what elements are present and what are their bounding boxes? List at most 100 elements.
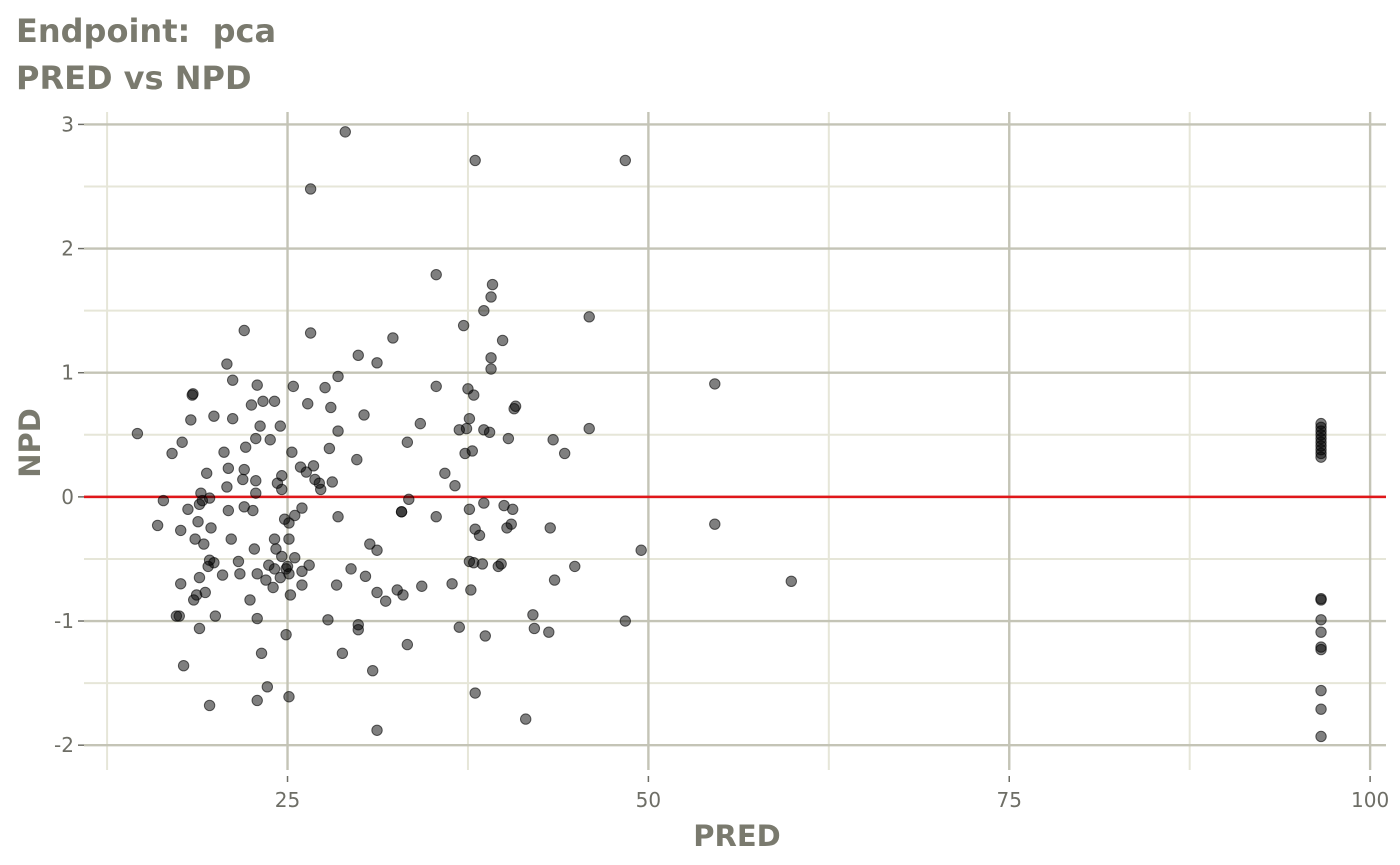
data-point [478, 304, 490, 317]
data-point [175, 578, 187, 590]
data-point [548, 574, 561, 586]
data-point [519, 713, 532, 725]
data-point [430, 380, 442, 393]
data-point [296, 502, 308, 514]
data-point [209, 610, 222, 622]
data-point [509, 400, 522, 412]
data-point [221, 358, 233, 370]
data-point [198, 538, 210, 550]
data-point [379, 595, 392, 607]
y-tick-label: 2 [61, 237, 74, 261]
data-point [304, 183, 317, 195]
data-point [469, 154, 481, 167]
data-point [222, 504, 235, 517]
data-point [397, 589, 409, 601]
data-point [238, 324, 250, 337]
data-point [332, 370, 344, 383]
data-point [371, 544, 383, 556]
data-point [218, 446, 230, 458]
data-point [322, 614, 334, 626]
data-point [449, 479, 461, 492]
x-tick-label: 50 [636, 788, 661, 812]
data-point [199, 586, 211, 599]
data-point [226, 374, 239, 386]
data-point [359, 570, 372, 583]
data-point [176, 436, 188, 448]
data-point [1315, 703, 1327, 715]
data-point [274, 420, 287, 432]
data-point [208, 410, 220, 422]
data-point [238, 463, 250, 476]
data-point [276, 470, 288, 482]
data-point [583, 422, 595, 435]
data-point [326, 476, 338, 488]
data-point [330, 579, 343, 591]
data-point [250, 475, 262, 487]
data-point [315, 483, 327, 496]
data-point [325, 401, 337, 414]
data-point [1315, 730, 1327, 743]
data-point [248, 543, 261, 555]
data-point [507, 503, 519, 515]
data-point [193, 571, 206, 584]
data-point [276, 483, 288, 496]
data-point [466, 445, 478, 457]
data-point [286, 446, 298, 458]
data-point [457, 319, 470, 332]
data-point [239, 441, 252, 453]
data-point [304, 327, 317, 339]
data-point [453, 621, 465, 633]
data-point [284, 589, 297, 601]
data-point [323, 442, 336, 455]
data-point [257, 395, 269, 407]
data-point [175, 524, 187, 537]
data-point [478, 497, 490, 509]
minor-gridlines [84, 112, 1386, 770]
data-point [131, 427, 144, 440]
data-point [473, 529, 486, 542]
data-point [332, 425, 344, 437]
data-point [463, 412, 476, 425]
data-point [200, 467, 213, 479]
data-point [255, 647, 268, 659]
data-point [358, 409, 370, 421]
data-point [486, 278, 499, 291]
data-point [254, 420, 266, 432]
data-point [208, 556, 220, 569]
data-point [1315, 451, 1327, 463]
x-tick-label: 75 [997, 788, 1022, 812]
data-point [267, 581, 279, 594]
data-point [469, 687, 481, 699]
data-point [1315, 684, 1327, 697]
data-point [785, 575, 797, 587]
data-point [1315, 626, 1327, 638]
data-point [528, 622, 541, 635]
data-point [345, 563, 357, 575]
data-point [569, 560, 581, 573]
data-point [1315, 643, 1327, 656]
data-point [364, 538, 376, 550]
data-point [495, 558, 507, 570]
data-point [222, 462, 235, 475]
data-point [543, 626, 555, 638]
data-point [479, 630, 491, 642]
data-point [247, 504, 259, 517]
data-point [232, 555, 245, 568]
data-point [173, 610, 185, 622]
data-point [302, 398, 314, 410]
data-point [177, 660, 190, 672]
data-point [709, 378, 721, 390]
data-point [157, 494, 170, 507]
data-point [505, 518, 517, 530]
data-point [260, 574, 272, 586]
data-point [287, 380, 300, 393]
data-point [251, 694, 263, 707]
data-point [237, 473, 249, 486]
data-point [395, 506, 408, 518]
data-point [485, 352, 497, 364]
data-point [465, 584, 477, 596]
data-point [1315, 614, 1327, 626]
data-point [351, 453, 363, 466]
x-tick-label: 100 [1351, 788, 1389, 812]
data-point [189, 533, 201, 545]
